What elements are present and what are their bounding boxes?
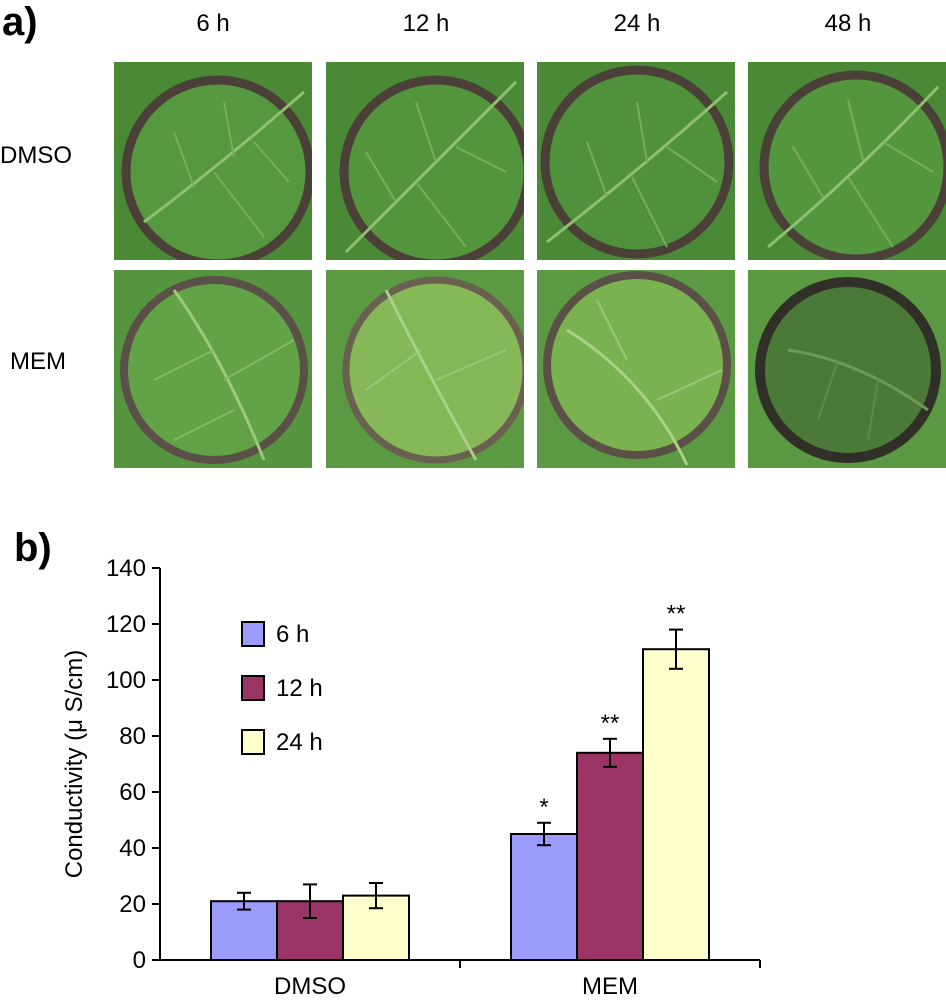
y-tick-label: 120: [106, 611, 146, 638]
bar-mem-24h: [642, 648, 710, 961]
leaf-image-dmso-24h: [537, 62, 735, 260]
bar-mem-12h: [576, 751, 644, 961]
legend-label-24h: 24 h: [276, 729, 323, 756]
legend-label-6h: 6 h: [276, 621, 309, 648]
significance-marker: *: [539, 794, 548, 821]
y-tick-label: 0: [133, 947, 146, 974]
leaf-image-dmso-48h: [748, 62, 946, 260]
y-tick-label: 140: [106, 555, 146, 582]
row-label-dmso: DMSO: [0, 142, 72, 169]
legend-swatch-24h: [241, 729, 265, 755]
leaf-image-mem-24h: [537, 270, 735, 468]
time-label-6h: 6 h: [196, 10, 230, 37]
time-label-24h: 24 h: [613, 10, 661, 37]
y-tick-label: 20: [119, 891, 146, 918]
leaf-image-dmso-6h: [114, 62, 312, 260]
y-tick-label: 60: [119, 779, 146, 806]
y-axis-label: Conductivity (μ S/cm): [61, 650, 88, 879]
legend-swatch-6h: [241, 621, 265, 647]
legend-label-12h: 12 h: [276, 675, 323, 702]
y-tick-label: 40: [119, 835, 146, 862]
x-category-label-dmso: DMSO: [274, 973, 346, 1000]
leaf-image-mem-12h: [326, 270, 524, 468]
significance-marker: **: [667, 601, 686, 628]
row-label-mem: MEM: [10, 348, 66, 375]
y-tick-label: 80: [119, 723, 146, 750]
significance-marker: **: [601, 710, 620, 737]
leaf-image-dmso-12h: [326, 62, 524, 260]
y-tick-label: 100: [106, 667, 146, 694]
x-category-label-mem: MEM: [582, 973, 638, 1000]
panel-b-label: b): [14, 526, 52, 570]
time-label-48h: 48 h: [824, 10, 872, 37]
leaf-image-mem-6h: [114, 270, 312, 468]
leaf-image-mem-48h: [748, 270, 946, 468]
bar-mem-6h: [510, 833, 578, 961]
time-label-12h: 12 h: [402, 10, 450, 37]
panel-a-label: a): [2, 0, 38, 44]
legend-swatch-12h: [241, 675, 265, 701]
